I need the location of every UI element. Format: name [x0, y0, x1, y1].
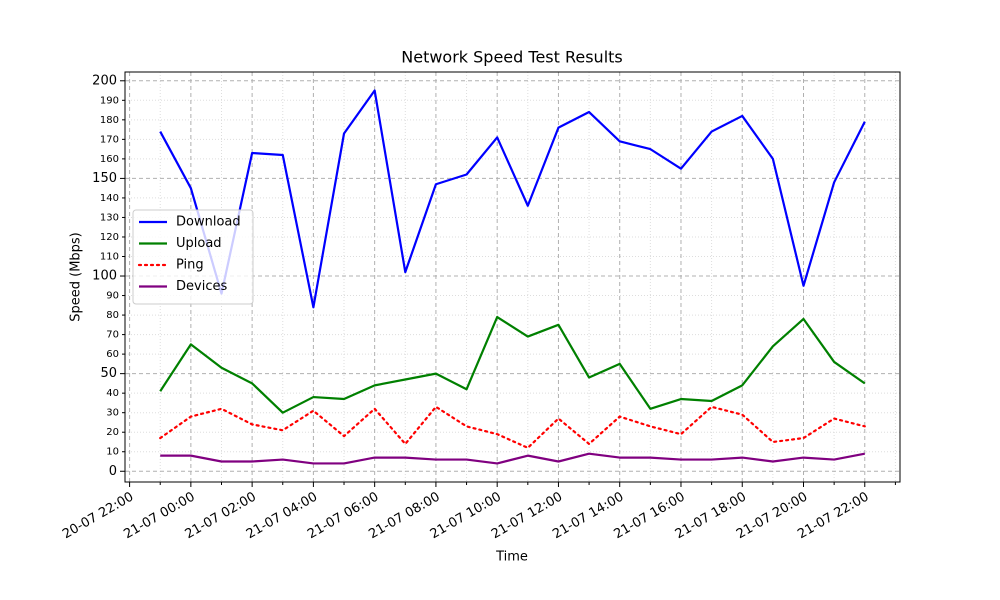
- data-line: [160, 452, 865, 465]
- y-tick-label: 50: [100, 366, 117, 381]
- chart-title: Network Speed Test Results: [401, 48, 623, 67]
- y-tick-label: 160: [100, 154, 119, 165]
- y-tick-label: 100: [92, 269, 117, 284]
- legend-box: [132, 209, 254, 305]
- y-tick-label: 60: [106, 349, 119, 360]
- y-tick-label: 10: [106, 447, 119, 458]
- y-axis-label: Speed (Mbps): [69, 232, 84, 322]
- y-tick-label: 110: [100, 252, 119, 263]
- y-tick-label: 190: [100, 95, 119, 106]
- plot-frame: [124, 71, 901, 483]
- y-tick-label: 180: [100, 115, 119, 126]
- legend-label: Ping: [176, 258, 204, 273]
- y-tick-label: 40: [106, 388, 119, 399]
- y-tick-label: 30: [106, 408, 119, 419]
- legend-label: Download: [176, 215, 241, 230]
- data-line: [159, 405, 866, 449]
- y-tick-label: 70: [106, 330, 119, 341]
- legend-label: Upload: [176, 236, 222, 251]
- legend-label: Devices: [176, 279, 227, 294]
- data-line: [159, 315, 866, 414]
- y-tick-label: 150: [92, 171, 117, 186]
- y-tick-label: 140: [100, 193, 119, 204]
- y-tick-label: 170: [100, 134, 119, 145]
- y-tick-label: 80: [106, 310, 119, 321]
- y-tick-label: 0: [109, 464, 117, 479]
- y-tick-label: 20: [106, 427, 119, 438]
- y-tick-label: 120: [100, 232, 119, 243]
- x-axis-label: Time: [495, 550, 528, 565]
- y-tick-label: 130: [100, 212, 119, 223]
- legend: Download Upload Ping Devices: [132, 209, 254, 305]
- data-line: [159, 89, 866, 309]
- y-tick-label: 200: [92, 73, 117, 88]
- y-tick-label: 90: [106, 291, 119, 302]
